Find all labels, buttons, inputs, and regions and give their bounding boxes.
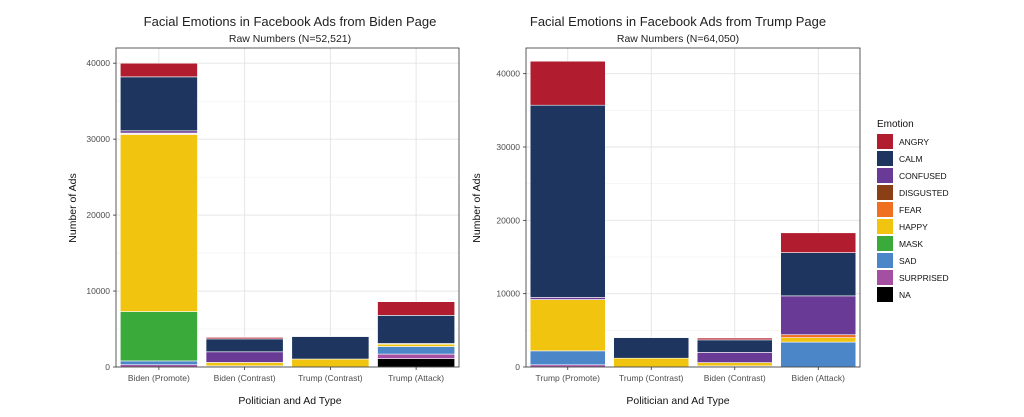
x-tick-label: Biden (Contrast)	[704, 373, 766, 383]
x-tick-label: Trump (Contrast)	[619, 373, 684, 383]
y-tick-label: 20000	[86, 210, 110, 220]
bar-segment-calm-biden-promote	[119, 76, 198, 132]
chart-trump-page: Facial Emotions in Facebook Ads from Tru…	[471, 14, 861, 407]
bar-segment-confused-biden-contrast	[205, 351, 284, 363]
legend-swatch-mask	[877, 236, 893, 251]
legend-label-mask: MASK	[899, 239, 923, 249]
y-tick-label: 10000	[86, 286, 110, 296]
bar-segment-calm-biden-contrast	[205, 338, 284, 353]
bar-segment-happy-biden-attack	[780, 337, 857, 343]
legend-swatch-calm	[877, 151, 893, 166]
y-axis-label: Number of Ads	[67, 173, 79, 242]
x-tick-label: Biden (Attack)	[792, 373, 846, 383]
bar-segment-mask-biden-promote	[119, 311, 198, 362]
chart-subtitle: Raw Numbers (N=64,050)	[617, 33, 739, 45]
legend-swatch-fear	[877, 202, 893, 217]
bar-segment-angry-biden-contrast	[205, 337, 284, 340]
bar-segment-sad-trump-promote	[529, 350, 606, 366]
bar-segment-fear-biden-attack	[780, 334, 857, 338]
x-tick-label: Biden (Contrast)	[214, 373, 276, 383]
bar-segment-happy-trump-attack	[377, 343, 456, 347]
y-tick-label: 20000	[496, 215, 520, 225]
bar-segment-confused-biden-contrast	[696, 352, 773, 363]
plot-panel: 0 10000 20000 30000 40000 Biden (Promote) Bide…	[86, 47, 460, 383]
plot-panel: 0 10000 20000 30000 40000 Trump (Promote) Trum…	[496, 47, 861, 383]
legend-swatch-confused	[877, 168, 893, 183]
bar-segment-angry-biden-contrast	[696, 337, 773, 341]
legend-swatch-surprised	[877, 270, 893, 285]
legend-label-confused: CONFUSED	[899, 171, 947, 181]
x-axis-label: Politician and Ad Type	[238, 395, 341, 407]
legend-label-fear: FEAR	[899, 205, 922, 215]
y-tick-label: 10000	[496, 289, 520, 299]
bar-segment-happy-trump-contrast	[613, 357, 690, 368]
legend-label-sad: SAD	[899, 256, 916, 266]
bar-segment-na-trump-attack	[377, 358, 456, 368]
y-axis-label: Number of Ads	[471, 173, 483, 242]
legend-swatch-angry	[877, 134, 893, 149]
bar-segment-calm-biden-attack	[780, 252, 857, 297]
x-tick-label: Trump (Promote)	[536, 373, 601, 383]
bar-segment-angry-biden-attack	[780, 232, 857, 253]
legend-items: ANGRY CALM CONFUSED DISGUSTED FEAR HAPPY MASK S…	[877, 134, 949, 302]
x-axis-label: Politician and Ad Type	[626, 395, 729, 407]
bar-segment-calm-biden-contrast	[696, 339, 773, 353]
legend-label-surprised: SURPRISED	[899, 273, 949, 283]
panel-border	[525, 47, 861, 368]
panel-border	[115, 47, 460, 368]
y-tick-label: 0	[515, 362, 520, 372]
x-tick-label: Trump (Attack)	[388, 373, 444, 383]
legend: Emotion ANGRY CALM CONFUSED DISGUSTED FEAR HA…	[877, 119, 949, 302]
legend-label-calm: CALM	[899, 154, 923, 164]
bar-segment-happy-biden-contrast	[696, 362, 773, 367]
bar-segment-sad-trump-attack	[377, 346, 456, 355]
bar-segment-calm-trump-contrast	[291, 336, 370, 360]
chart-title: Facial Emotions in Facebook Ads from Bid…	[144, 14, 437, 29]
bar-segment-confused-biden-attack	[780, 295, 857, 336]
bar-segment-angry-trump-attack	[377, 301, 456, 316]
y-tick-label: 40000	[496, 69, 520, 79]
bar-segment-happy-trump-promote	[529, 299, 606, 352]
y-tick-label: 30000	[86, 134, 110, 144]
y-tick-label: 40000	[86, 58, 110, 68]
bar-segment-surprised-trump-attack	[377, 353, 456, 359]
legend-swatch-happy	[877, 219, 893, 234]
y-tick-label: 30000	[496, 142, 520, 152]
bar-segment-sad-biden-attack	[780, 341, 857, 368]
legend-swatch-na	[877, 287, 893, 302]
legend-label-na: NA	[899, 290, 911, 300]
chart-title: Facial Emotions in Facebook Ads from Tru…	[530, 14, 826, 29]
y-tick-label: 0	[105, 362, 110, 372]
bar-segment-happy-trump-contrast	[291, 358, 370, 368]
x-tick-label: Trump (Contrast)	[298, 373, 363, 383]
bar-segment-confused-biden-promote	[119, 130, 198, 134]
bar-segment-calm-trump-contrast	[613, 337, 690, 359]
bar-segment-angry-trump-promote	[529, 60, 606, 106]
legend-label-angry: ANGRY	[899, 137, 929, 147]
legend-swatch-sad	[877, 253, 893, 268]
bar-segment-angry-biden-promote	[119, 62, 198, 78]
bar-segment-calm-trump-promote	[529, 104, 606, 298]
bar-segment-confused-trump-promote	[529, 297, 606, 300]
legend-label-disgusted: DISGUSTED	[899, 188, 949, 198]
bar-segment-calm-trump-attack	[377, 315, 456, 344]
chart-biden-page: Facial Emotions in Facebook Ads from Bid…	[67, 14, 460, 407]
legend-title: Emotion	[877, 119, 914, 130]
bar-segment-happy-biden-contrast	[205, 362, 284, 367]
legend-label-happy: HAPPY	[899, 222, 928, 232]
legend-swatch-disgusted	[877, 185, 893, 200]
x-tick-label: Biden (Promote)	[128, 373, 190, 383]
bar-segment-sad-biden-promote	[119, 360, 198, 366]
bar-segment-happy-biden-promote	[119, 134, 198, 312]
chart-subtitle: Raw Numbers (N=52,521)	[229, 33, 351, 45]
